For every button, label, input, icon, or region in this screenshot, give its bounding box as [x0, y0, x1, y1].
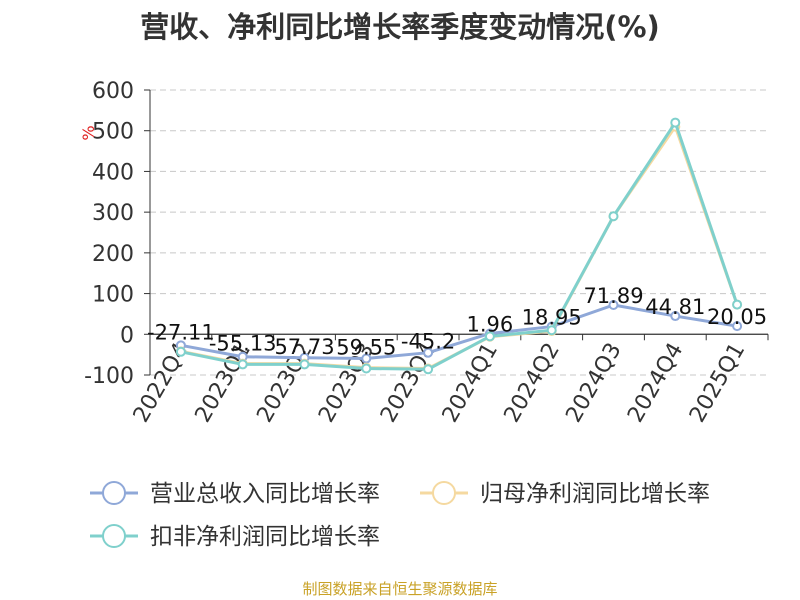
series-line-1	[180, 303, 738, 361]
y-tick-label: 0	[120, 323, 134, 348]
data-label: 18.95	[522, 306, 582, 330]
series-point-1	[361, 353, 372, 364]
data-label: 59.55	[336, 336, 396, 360]
series-point-3	[732, 299, 743, 310]
legend-marker-1	[102, 481, 126, 505]
series-point-3	[423, 364, 434, 375]
series-point-3	[299, 359, 310, 370]
data-label: -27.11	[147, 320, 215, 344]
y-tick-label: 100	[92, 283, 134, 308]
data-label: -55.13	[209, 332, 277, 356]
series-point-3	[670, 117, 681, 128]
y-tick-label: 300	[92, 201, 134, 226]
x-tick-label: 2024Q3	[561, 339, 626, 427]
series-point-3	[608, 211, 619, 222]
series-point-1	[670, 311, 681, 322]
y-tick-label: 400	[92, 160, 134, 185]
legend-marker-2	[432, 481, 456, 505]
series-point-1	[608, 300, 619, 311]
x-tick-label: 2024Q4	[623, 339, 688, 427]
series-point-3	[175, 346, 186, 357]
data-label: -45.2	[401, 330, 455, 354]
y-axis-unit: %	[79, 125, 98, 140]
legend-marker-3	[102, 524, 126, 548]
series-point-3	[361, 363, 372, 374]
x-tick-label: 2024Q2	[500, 339, 565, 427]
source-note: 制图数据来自恒生聚源数据库	[302, 580, 498, 598]
series-point-3	[484, 331, 495, 342]
series-point-1	[732, 321, 743, 332]
series-point-3	[237, 359, 248, 370]
legend-label-2: 归母净利润同比增长率	[480, 481, 710, 507]
series-line-3	[180, 121, 739, 371]
series-point-1	[423, 347, 434, 358]
data-label: 1.96	[467, 312, 514, 336]
data-label: 57.73	[274, 335, 334, 359]
data-label: 20.05	[707, 305, 767, 329]
legend-label-3: 扣非净利润同比增长率	[150, 524, 380, 550]
y-tick-label: -100	[84, 364, 134, 389]
data-label: 71.89	[583, 284, 643, 308]
series-point-3	[546, 325, 557, 336]
chart-title: 营收、净利同比增长率季度变动情况(%)	[140, 10, 660, 44]
y-tick-label: 500	[92, 120, 134, 145]
data-label: 44.81	[645, 295, 705, 319]
legend-label-1: 营业总收入同比增长率	[150, 481, 380, 507]
y-tick-label: 600	[92, 79, 134, 104]
x-tick-label: 2025Q1	[685, 339, 750, 427]
y-tick-label: 200	[92, 242, 134, 267]
